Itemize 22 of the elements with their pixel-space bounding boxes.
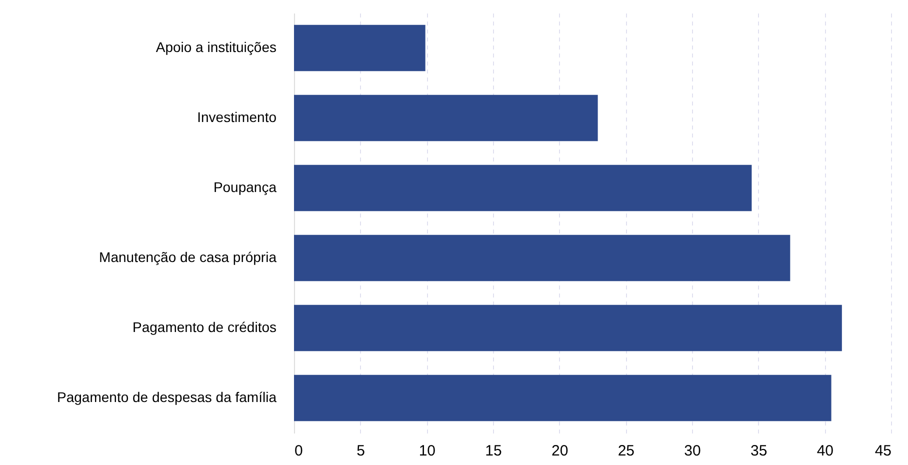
bar xyxy=(294,164,752,212)
bar xyxy=(294,24,426,72)
x-tick-label: 40 xyxy=(816,442,834,460)
x-tick-label: 25 xyxy=(618,442,635,460)
y-tick-label: Pagamento de despesas da família xyxy=(57,389,277,405)
x-tick-label: 5 xyxy=(356,442,366,460)
x-tick-label: 35 xyxy=(750,442,768,460)
bar xyxy=(294,94,598,142)
y-tick-label: Apoio a instituições xyxy=(156,39,276,55)
x-tick-label: 45 xyxy=(874,442,892,460)
y-tick-label: Investimento xyxy=(197,109,277,125)
x-tick-label: 0 xyxy=(294,442,303,460)
x-tick-label: 20 xyxy=(551,442,568,460)
bar xyxy=(294,304,842,352)
x-tick-label: 10 xyxy=(418,442,436,460)
x-tick-label: 30 xyxy=(684,442,701,460)
x-tick-label: 15 xyxy=(485,442,502,460)
y-tick-label: Pagamento de créditos xyxy=(132,319,276,335)
bar xyxy=(294,234,790,282)
y-tick-label: Manutenção de casa própria xyxy=(99,249,277,265)
y-tick-label: Poupança xyxy=(213,179,277,195)
bar xyxy=(294,374,832,422)
